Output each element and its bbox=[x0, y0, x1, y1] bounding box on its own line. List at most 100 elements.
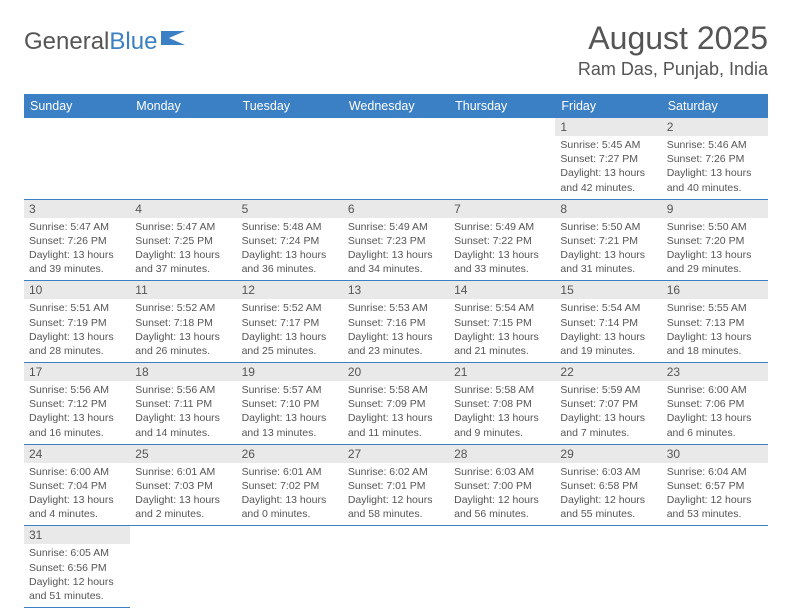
calendar-cell: 5Sunrise: 5:48 AMSunset: 7:24 PMDaylight… bbox=[237, 199, 343, 281]
calendar-cell: 19Sunrise: 5:57 AMSunset: 7:10 PMDayligh… bbox=[237, 363, 343, 445]
day-details: Sunrise: 6:02 AMSunset: 7:01 PMDaylight:… bbox=[343, 463, 449, 526]
day-details: Sunrise: 5:54 AMSunset: 7:14 PMDaylight:… bbox=[555, 299, 661, 362]
calendar-cell: 27Sunrise: 6:02 AMSunset: 7:01 PMDayligh… bbox=[343, 444, 449, 526]
day-number: 8 bbox=[555, 200, 661, 218]
day-number: 26 bbox=[237, 445, 343, 463]
day-details: Sunrise: 5:52 AMSunset: 7:17 PMDaylight:… bbox=[237, 299, 343, 362]
day-number: 5 bbox=[237, 200, 343, 218]
day-details: Sunrise: 6:01 AMSunset: 7:02 PMDaylight:… bbox=[237, 463, 343, 526]
calendar-cell: 28Sunrise: 6:03 AMSunset: 7:00 PMDayligh… bbox=[449, 444, 555, 526]
day-number: 29 bbox=[555, 445, 661, 463]
day-number: 25 bbox=[130, 445, 236, 463]
calendar-cell: 13Sunrise: 5:53 AMSunset: 7:16 PMDayligh… bbox=[343, 281, 449, 363]
day-number: 15 bbox=[555, 281, 661, 299]
calendar-cell: 30Sunrise: 6:04 AMSunset: 6:57 PMDayligh… bbox=[662, 444, 768, 526]
calendar-cell: 6Sunrise: 5:49 AMSunset: 7:23 PMDaylight… bbox=[343, 199, 449, 281]
day-details: Sunrise: 5:54 AMSunset: 7:15 PMDaylight:… bbox=[449, 299, 555, 362]
day-details: Sunrise: 5:45 AMSunset: 7:27 PMDaylight:… bbox=[555, 136, 661, 199]
logo-text-general: General bbox=[24, 28, 109, 56]
calendar-cell: 23Sunrise: 6:00 AMSunset: 7:06 PMDayligh… bbox=[662, 363, 768, 445]
day-details: Sunrise: 5:56 AMSunset: 7:12 PMDaylight:… bbox=[24, 381, 130, 444]
day-details: Sunrise: 5:46 AMSunset: 7:26 PMDaylight:… bbox=[662, 136, 768, 199]
calendar-cell bbox=[237, 118, 343, 199]
day-details: Sunrise: 5:52 AMSunset: 7:18 PMDaylight:… bbox=[130, 299, 236, 362]
calendar-cell bbox=[449, 526, 555, 608]
calendar-cell: 3Sunrise: 5:47 AMSunset: 7:26 PMDaylight… bbox=[24, 199, 130, 281]
day-details: Sunrise: 5:51 AMSunset: 7:19 PMDaylight:… bbox=[24, 299, 130, 362]
calendar-cell: 2Sunrise: 5:46 AMSunset: 7:26 PMDaylight… bbox=[662, 118, 768, 199]
day-number: 14 bbox=[449, 281, 555, 299]
calendar-cell bbox=[237, 526, 343, 608]
calendar-cell: 9Sunrise: 5:50 AMSunset: 7:20 PMDaylight… bbox=[662, 199, 768, 281]
day-details: Sunrise: 6:03 AMSunset: 6:58 PMDaylight:… bbox=[555, 463, 661, 526]
day-details: Sunrise: 5:49 AMSunset: 7:22 PMDaylight:… bbox=[449, 218, 555, 281]
calendar-cell bbox=[24, 118, 130, 199]
day-number: 31 bbox=[24, 526, 130, 544]
day-number: 24 bbox=[24, 445, 130, 463]
day-details: Sunrise: 6:00 AMSunset: 7:04 PMDaylight:… bbox=[24, 463, 130, 526]
calendar-header-row: SundayMondayTuesdayWednesdayThursdayFrid… bbox=[24, 94, 768, 118]
calendar-cell: 8Sunrise: 5:50 AMSunset: 7:21 PMDaylight… bbox=[555, 199, 661, 281]
day-number: 13 bbox=[343, 281, 449, 299]
calendar-cell bbox=[343, 118, 449, 199]
day-number: 16 bbox=[662, 281, 768, 299]
calendar-cell: 31Sunrise: 6:05 AMSunset: 6:56 PMDayligh… bbox=[24, 526, 130, 608]
calendar-cell: 10Sunrise: 5:51 AMSunset: 7:19 PMDayligh… bbox=[24, 281, 130, 363]
logo: GeneralBlue bbox=[24, 20, 187, 56]
calendar-cell: 14Sunrise: 5:54 AMSunset: 7:15 PMDayligh… bbox=[449, 281, 555, 363]
day-details: Sunrise: 5:48 AMSunset: 7:24 PMDaylight:… bbox=[237, 218, 343, 281]
calendar-cell: 16Sunrise: 5:55 AMSunset: 7:13 PMDayligh… bbox=[662, 281, 768, 363]
day-details: Sunrise: 5:57 AMSunset: 7:10 PMDaylight:… bbox=[237, 381, 343, 444]
day-header: Sunday bbox=[24, 94, 130, 118]
day-details: Sunrise: 5:49 AMSunset: 7:23 PMDaylight:… bbox=[343, 218, 449, 281]
calendar-cell: 17Sunrise: 5:56 AMSunset: 7:12 PMDayligh… bbox=[24, 363, 130, 445]
location: Ram Das, Punjab, India bbox=[578, 59, 768, 80]
day-number: 27 bbox=[343, 445, 449, 463]
day-header: Tuesday bbox=[237, 94, 343, 118]
calendar-cell bbox=[343, 526, 449, 608]
calendar-table: SundayMondayTuesdayWednesdayThursdayFrid… bbox=[24, 94, 768, 608]
day-details: Sunrise: 5:59 AMSunset: 7:07 PMDaylight:… bbox=[555, 381, 661, 444]
day-number: 3 bbox=[24, 200, 130, 218]
day-number: 2 bbox=[662, 118, 768, 136]
calendar-cell: 29Sunrise: 6:03 AMSunset: 6:58 PMDayligh… bbox=[555, 444, 661, 526]
day-details: Sunrise: 5:56 AMSunset: 7:11 PMDaylight:… bbox=[130, 381, 236, 444]
calendar-cell: 15Sunrise: 5:54 AMSunset: 7:14 PMDayligh… bbox=[555, 281, 661, 363]
day-header: Friday bbox=[555, 94, 661, 118]
day-details: Sunrise: 6:01 AMSunset: 7:03 PMDaylight:… bbox=[130, 463, 236, 526]
day-number: 18 bbox=[130, 363, 236, 381]
header: GeneralBlue August 2025 Ram Das, Punjab,… bbox=[24, 20, 768, 80]
day-details: Sunrise: 5:55 AMSunset: 7:13 PMDaylight:… bbox=[662, 299, 768, 362]
day-details: Sunrise: 5:53 AMSunset: 7:16 PMDaylight:… bbox=[343, 299, 449, 362]
day-number: 10 bbox=[24, 281, 130, 299]
day-header: Wednesday bbox=[343, 94, 449, 118]
day-details: Sunrise: 6:00 AMSunset: 7:06 PMDaylight:… bbox=[662, 381, 768, 444]
day-number: 19 bbox=[237, 363, 343, 381]
day-details: Sunrise: 6:05 AMSunset: 6:56 PMDaylight:… bbox=[24, 544, 130, 607]
day-details: Sunrise: 5:58 AMSunset: 7:09 PMDaylight:… bbox=[343, 381, 449, 444]
title-block: August 2025 Ram Das, Punjab, India bbox=[578, 20, 768, 80]
day-number: 20 bbox=[343, 363, 449, 381]
flag-icon bbox=[161, 26, 187, 54]
calendar-cell: 20Sunrise: 5:58 AMSunset: 7:09 PMDayligh… bbox=[343, 363, 449, 445]
calendar-cell: 26Sunrise: 6:01 AMSunset: 7:02 PMDayligh… bbox=[237, 444, 343, 526]
day-number: 7 bbox=[449, 200, 555, 218]
day-details: Sunrise: 5:50 AMSunset: 7:20 PMDaylight:… bbox=[662, 218, 768, 281]
day-number: 9 bbox=[662, 200, 768, 218]
calendar-body: 1Sunrise: 5:45 AMSunset: 7:27 PMDaylight… bbox=[24, 118, 768, 608]
day-number: 28 bbox=[449, 445, 555, 463]
day-details: Sunrise: 5:47 AMSunset: 7:26 PMDaylight:… bbox=[24, 218, 130, 281]
day-details: Sunrise: 5:47 AMSunset: 7:25 PMDaylight:… bbox=[130, 218, 236, 281]
day-details: Sunrise: 5:58 AMSunset: 7:08 PMDaylight:… bbox=[449, 381, 555, 444]
calendar-cell bbox=[130, 526, 236, 608]
calendar-cell: 4Sunrise: 5:47 AMSunset: 7:25 PMDaylight… bbox=[130, 199, 236, 281]
day-number: 23 bbox=[662, 363, 768, 381]
day-details: Sunrise: 6:04 AMSunset: 6:57 PMDaylight:… bbox=[662, 463, 768, 526]
calendar-cell: 7Sunrise: 5:49 AMSunset: 7:22 PMDaylight… bbox=[449, 199, 555, 281]
day-details: Sunrise: 5:50 AMSunset: 7:21 PMDaylight:… bbox=[555, 218, 661, 281]
day-number: 6 bbox=[343, 200, 449, 218]
calendar-cell bbox=[555, 526, 661, 608]
calendar-cell: 21Sunrise: 5:58 AMSunset: 7:08 PMDayligh… bbox=[449, 363, 555, 445]
calendar-cell bbox=[662, 526, 768, 608]
day-header: Monday bbox=[130, 94, 236, 118]
